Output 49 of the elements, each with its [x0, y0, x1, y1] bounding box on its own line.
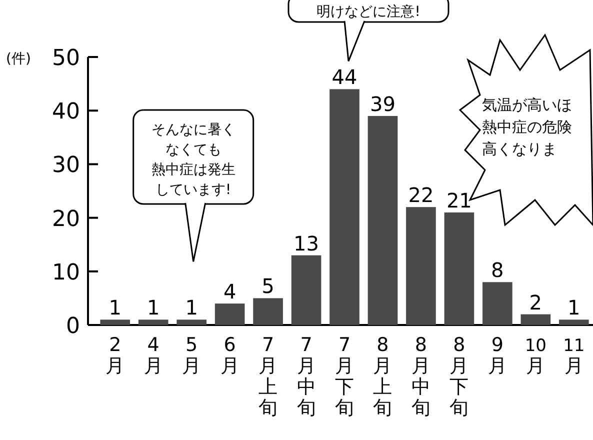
- data-label: 1: [108, 296, 122, 320]
- bar: [176, 320, 206, 325]
- data-label: 22: [408, 183, 434, 208]
- data-label: 8: [491, 258, 504, 282]
- data-label: 13: [294, 231, 319, 256]
- y-tick-label: 50: [52, 46, 80, 71]
- bar: [368, 116, 398, 325]
- bar: [253, 298, 283, 325]
- bar: [291, 255, 322, 325]
- y-tick-label: 40: [52, 100, 80, 125]
- bar: [100, 320, 130, 325]
- bar: [520, 314, 551, 325]
- data-label: 1: [568, 296, 580, 320]
- x-tick-label: 6月: [220, 334, 240, 377]
- bar: [330, 89, 360, 325]
- y-tick-label: 10: [52, 260, 80, 286]
- data-label: 4: [223, 280, 236, 304]
- x-tick-label: 10月: [524, 336, 546, 377]
- x-tick-label: 7月上旬: [258, 334, 278, 419]
- y-tick-label: 20: [52, 206, 80, 232]
- bar: [138, 320, 168, 325]
- data-label: 2: [529, 290, 542, 314]
- bar: [482, 282, 512, 325]
- data-label: 39: [370, 92, 396, 116]
- x-tick-label: 11月: [563, 336, 585, 377]
- x-tick-label: 8月上旬: [373, 334, 392, 419]
- y-tick-label: 0: [66, 314, 80, 339]
- x-tick-label: 7月下旬: [335, 334, 354, 419]
- x-tick-label: 8月中旬: [411, 334, 430, 419]
- bar: [444, 212, 474, 325]
- x-tick-label: 2月: [106, 334, 125, 377]
- annotation: そんなに暑くなくても熱中症は発生しています!: [151, 122, 236, 198]
- text: 明けなどに注意!: [316, 4, 420, 20]
- y-axis-title: (件): [6, 51, 31, 67]
- data-label: 5: [262, 274, 274, 298]
- data-label: 44: [332, 65, 358, 90]
- annotation: 気温が高いほ熱中症の危険高くなりま: [482, 96, 572, 158]
- data-label: 21: [446, 188, 472, 212]
- data-label: 1: [185, 296, 198, 320]
- x-tick-label: 5月: [182, 334, 202, 377]
- bar: [214, 304, 245, 325]
- x-tick-label: 4月: [144, 334, 163, 377]
- y-tick-label: 30: [52, 153, 80, 178]
- bar: [406, 207, 436, 325]
- data-label: 1: [146, 296, 160, 320]
- x-tick-label: 8月下旬: [450, 334, 469, 419]
- x-tick-label: 9月: [488, 334, 507, 377]
- x-tick-label: 7月中旬: [296, 334, 316, 419]
- bar: [558, 320, 589, 325]
